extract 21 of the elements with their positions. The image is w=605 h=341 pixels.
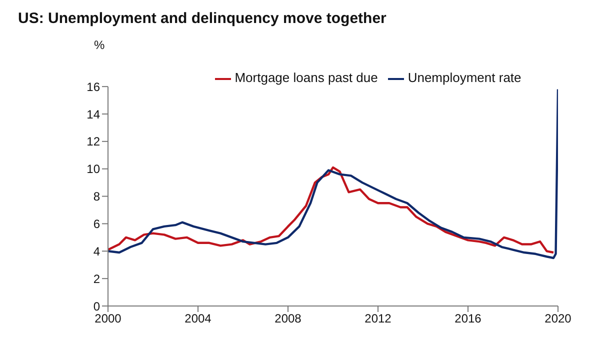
x-tick-label: 2016 <box>454 312 482 326</box>
y-tick-label: 14 <box>86 107 100 122</box>
x-tick-label: 2008 <box>274 312 302 326</box>
x-tick-label: 2004 <box>184 312 212 326</box>
y-tick-label: 12 <box>86 134 100 149</box>
x-tick-label: 2000 <box>94 312 122 326</box>
x-tick-label: 2020 <box>544 312 572 326</box>
y-tick-label: 6 <box>93 216 100 231</box>
chart-title: US: Unemployment and delinquency move together <box>18 10 386 27</box>
legend-label: Mortgage loans past due <box>234 70 378 85</box>
y-tick-label: 8 <box>93 190 100 204</box>
line-series <box>108 166 555 254</box>
y-tick-label: 10 <box>86 162 100 176</box>
line-series <box>108 88 558 260</box>
y-tick-label: 0 <box>93 299 100 314</box>
legend-label: Unemployment rate <box>408 70 522 85</box>
y-axis-title: % <box>94 38 105 52</box>
y-tick-label: 4 <box>93 244 100 258</box>
y-tick-label: 16 <box>86 80 100 94</box>
y-tick-label: 2 <box>93 272 100 286</box>
x-tick-label: 2012 <box>364 312 392 326</box>
